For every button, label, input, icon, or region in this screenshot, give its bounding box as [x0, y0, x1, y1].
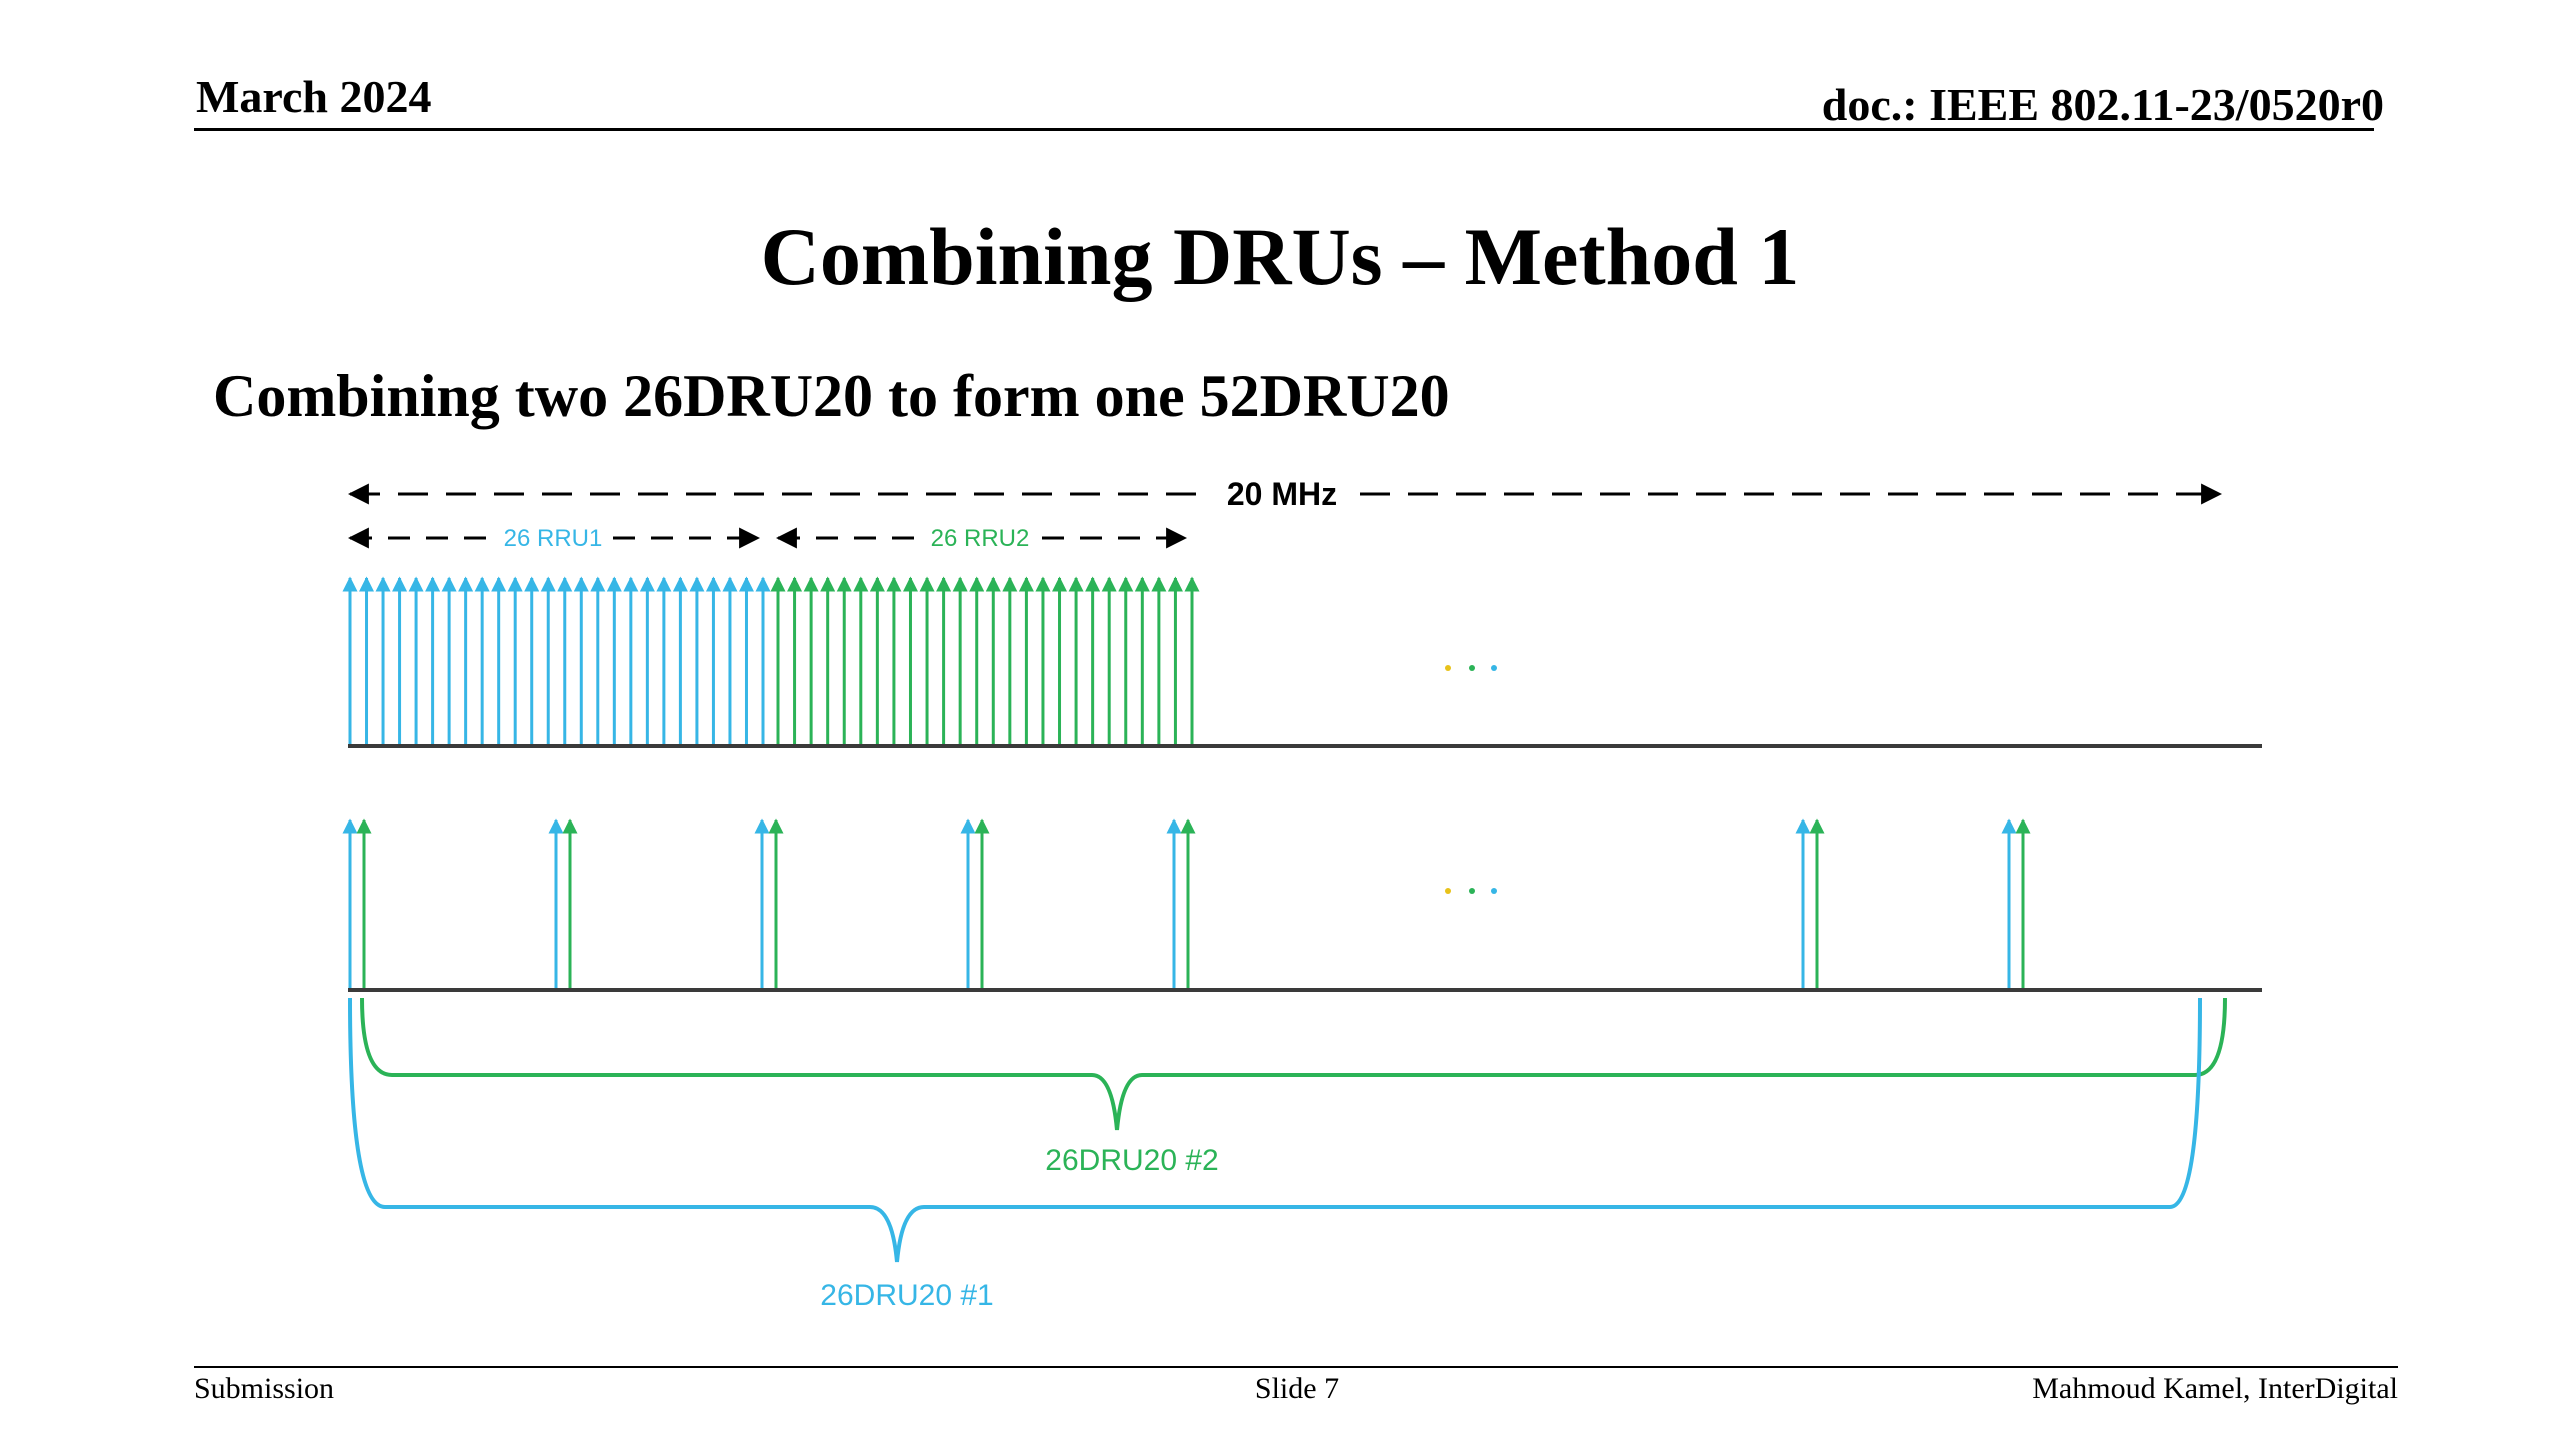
bandwidth-span: 20 MHz: [347, 476, 2223, 512]
header-date: March 2024: [196, 71, 432, 122]
footer-slide-number: Slide 7: [1254, 1372, 1340, 1405]
slide-subtitle: Combining two 26DRU20 to form one 52DRU2…: [213, 363, 1450, 429]
header-divider: [194, 128, 2374, 131]
bottom-ellipsis: [1445, 888, 1497, 894]
footer-divider: [194, 1366, 2398, 1368]
rru1-span: 26 RRU1: [347, 525, 761, 552]
footer-submission: Submission: [194, 1372, 335, 1405]
dru2-label: 26DRU20 #2: [1045, 1144, 1218, 1177]
slide-title: Combining DRUs – Method 1: [760, 211, 1800, 302]
dru1-label: 26DRU20 #1: [820, 1279, 993, 1312]
footer-author: Mahmoud Kamel, InterDigital: [2032, 1372, 2398, 1405]
dru2-brace: [360, 997, 2227, 1131]
rru2-label: 26 RRU2: [931, 525, 1030, 552]
top-ellipsis: [1445, 665, 1497, 671]
header-doc-id: doc.: IEEE 802.11-23/0520r0: [1821, 79, 2384, 130]
rru1-tones: [342, 576, 771, 744]
rru2-tones: [770, 576, 1200, 744]
bandwidth-label: 20 MHz: [1227, 476, 1337, 512]
rru2-span: 26 RRU2: [775, 525, 1188, 552]
dru1-brace: [348, 997, 2202, 1263]
dru-tone-pairs: [342, 818, 2031, 988]
rru1-label: 26 RRU1: [504, 525, 603, 552]
